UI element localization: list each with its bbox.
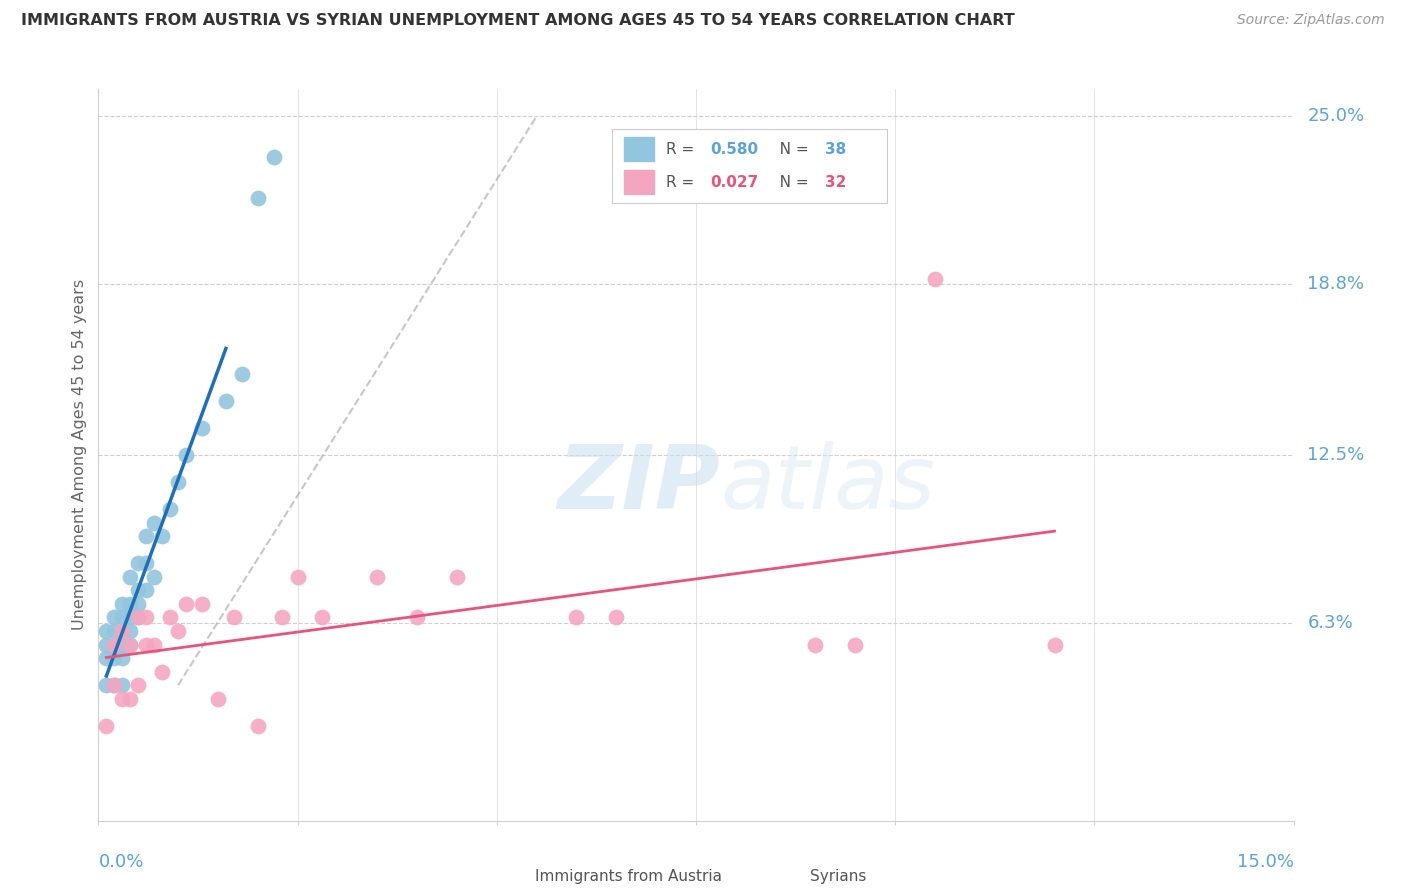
Y-axis label: Unemployment Among Ages 45 to 54 years: Unemployment Among Ages 45 to 54 years: [72, 279, 87, 631]
Point: [103, 610, 125, 624]
Point: [231, 367, 253, 381]
Point: [222, 610, 245, 624]
Point: [270, 610, 292, 624]
Text: R =: R =: [666, 175, 699, 190]
Point: [96, 651, 118, 665]
Point: [143, 570, 166, 584]
Point: [135, 583, 157, 598]
Text: Source: ZipAtlas.com: Source: ZipAtlas.com: [1237, 13, 1385, 28]
Point: [159, 610, 181, 624]
Text: 38: 38: [825, 142, 846, 157]
Point: [191, 597, 214, 611]
Point: [127, 610, 149, 624]
Point: [96, 678, 118, 692]
Point: [103, 638, 125, 652]
FancyBboxPatch shape: [624, 137, 654, 161]
Point: [111, 624, 134, 638]
Point: [174, 597, 197, 611]
Point: [1043, 638, 1066, 652]
Point: [111, 597, 134, 611]
Text: N =: N =: [765, 142, 814, 157]
Text: N =: N =: [765, 175, 814, 190]
Text: 0.0%: 0.0%: [98, 853, 143, 871]
Point: [111, 624, 134, 638]
Point: [406, 610, 429, 624]
Point: [111, 610, 134, 624]
Point: [120, 610, 142, 624]
Point: [127, 556, 149, 570]
Point: [804, 638, 827, 652]
Point: [143, 516, 166, 530]
Point: [111, 638, 134, 652]
Text: 6.3%: 6.3%: [1308, 614, 1353, 632]
Point: [263, 150, 285, 164]
Point: [120, 691, 142, 706]
Point: [103, 638, 125, 652]
Point: [103, 651, 125, 665]
Point: [111, 691, 134, 706]
Text: Immigrants from Austria: Immigrants from Austria: [534, 869, 721, 884]
Point: [96, 638, 118, 652]
Point: [366, 570, 388, 584]
Point: [191, 421, 214, 435]
Point: [207, 691, 229, 706]
Point: [287, 570, 309, 584]
Point: [174, 448, 197, 462]
Text: IMMIGRANTS FROM AUSTRIA VS SYRIAN UNEMPLOYMENT AMONG AGES 45 TO 54 YEARS CORRELA: IMMIGRANTS FROM AUSTRIA VS SYRIAN UNEMPL…: [21, 13, 1015, 29]
FancyBboxPatch shape: [768, 864, 799, 888]
Point: [565, 610, 588, 624]
Point: [127, 610, 149, 624]
Point: [135, 610, 157, 624]
Text: 0.027: 0.027: [710, 175, 759, 190]
Point: [120, 624, 142, 638]
FancyBboxPatch shape: [494, 864, 524, 888]
Point: [167, 475, 190, 489]
Text: 32: 32: [825, 175, 846, 190]
Text: 15.0%: 15.0%: [1236, 853, 1294, 871]
Point: [924, 272, 946, 286]
Text: atlas: atlas: [720, 442, 935, 527]
Text: R =: R =: [666, 142, 699, 157]
Point: [127, 583, 149, 598]
Point: [111, 678, 134, 692]
Text: 18.8%: 18.8%: [1308, 276, 1364, 293]
Point: [120, 597, 142, 611]
Text: ZIP: ZIP: [557, 441, 720, 528]
Point: [120, 638, 142, 652]
Point: [120, 638, 142, 652]
Point: [150, 529, 173, 543]
Text: 25.0%: 25.0%: [1308, 107, 1365, 125]
Point: [111, 651, 134, 665]
Text: 12.5%: 12.5%: [1308, 446, 1365, 464]
Point: [605, 610, 627, 624]
Point: [135, 556, 157, 570]
FancyBboxPatch shape: [612, 129, 887, 202]
FancyBboxPatch shape: [624, 170, 654, 194]
Point: [96, 624, 118, 638]
Point: [311, 610, 333, 624]
Point: [446, 570, 468, 584]
Point: [159, 502, 181, 516]
Text: Syrians: Syrians: [810, 869, 866, 884]
Point: [103, 678, 125, 692]
Point: [143, 638, 166, 652]
Point: [246, 719, 269, 733]
Point: [103, 624, 125, 638]
Point: [246, 190, 269, 204]
Point: [135, 638, 157, 652]
Text: 0.580: 0.580: [710, 142, 758, 157]
Point: [215, 393, 238, 408]
Point: [150, 665, 173, 679]
Point: [127, 678, 149, 692]
Point: [96, 719, 118, 733]
Point: [120, 570, 142, 584]
Point: [135, 529, 157, 543]
Point: [167, 624, 190, 638]
Point: [127, 597, 149, 611]
Point: [844, 638, 866, 652]
Point: [103, 678, 125, 692]
